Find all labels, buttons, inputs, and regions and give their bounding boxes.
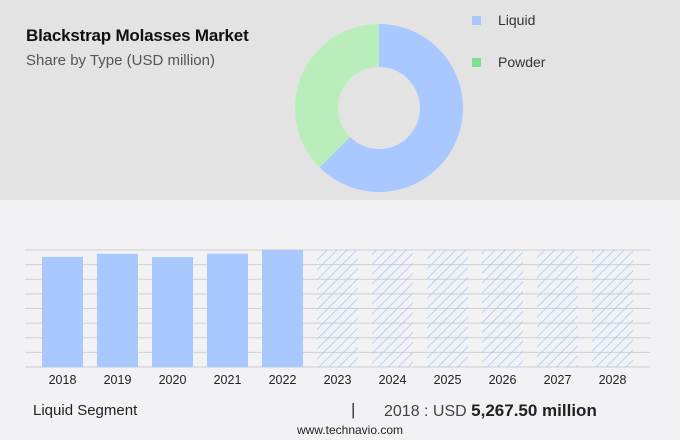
donut-slice-liquid — [319, 24, 463, 193]
footer-divider: | — [351, 400, 356, 419]
segment-label: Liquid Segment — [33, 402, 138, 419]
source-url[interactable]: www.technavio.com — [0, 423, 680, 437]
x-axis-labels: 2018 2019 2020 2021 2022 2023 2024 2025 2026 2027… — [49, 373, 627, 387]
bar-forecast-2028 — [592, 250, 633, 367]
legend-item-powder: Powder — [472, 54, 545, 70]
segment-year-prefix: 2018 : USD — [384, 403, 472, 420]
x-label-2021: 2021 — [214, 373, 242, 387]
chart-title: Blackstrap Molasses Market — [26, 26, 249, 45]
x-label-2022: 2022 — [269, 373, 297, 387]
x-label-2020: 2020 — [159, 373, 187, 387]
x-label-2025: 2025 — [434, 373, 462, 387]
segment-value-amount: 5,267.50 million — [471, 401, 597, 420]
legend-item-liquid: Liquid — [472, 12, 535, 28]
donut-slice-powder — [295, 24, 379, 168]
x-label-2019: 2019 — [104, 373, 132, 387]
x-label-2026: 2026 — [489, 373, 517, 387]
legend-swatch-powder — [472, 57, 481, 67]
bar-forecast-2025 — [427, 250, 468, 367]
legend-label-powder: Powder — [498, 54, 546, 70]
donut-chart — [295, 24, 463, 193]
segment-value: 2018 : USD 5,267.50 million — [384, 401, 597, 421]
bar-chart: 2018 2019 2020 2021 2022 2023 2024 2025 2026 2027… — [25, 249, 650, 387]
x-label-2024: 2024 — [379, 373, 407, 387]
bar-forecast-2024 — [372, 250, 413, 367]
bar-forecast-2027 — [537, 250, 578, 367]
x-label-2023: 2023 — [324, 373, 352, 387]
bar-2021 — [207, 253, 248, 367]
legend-swatch-liquid — [472, 15, 481, 25]
bar-forecast-2023 — [317, 250, 358, 367]
x-label-2027: 2027 — [544, 373, 572, 387]
bar-2019 — [97, 253, 138, 367]
bars — [42, 250, 633, 367]
bar-2020 — [152, 257, 193, 367]
x-label-2018: 2018 — [49, 373, 77, 387]
bar-forecast-2026 — [482, 250, 523, 367]
legend-label-liquid: Liquid — [498, 12, 536, 28]
bar-2018 — [42, 256, 83, 367]
x-label-2028: 2028 — [599, 373, 627, 387]
chart-subtitle: Share by Type (USD million) — [26, 52, 215, 69]
bar-2022 — [262, 250, 303, 367]
source-url-text[interactable]: www.technavio.com — [296, 423, 404, 437]
